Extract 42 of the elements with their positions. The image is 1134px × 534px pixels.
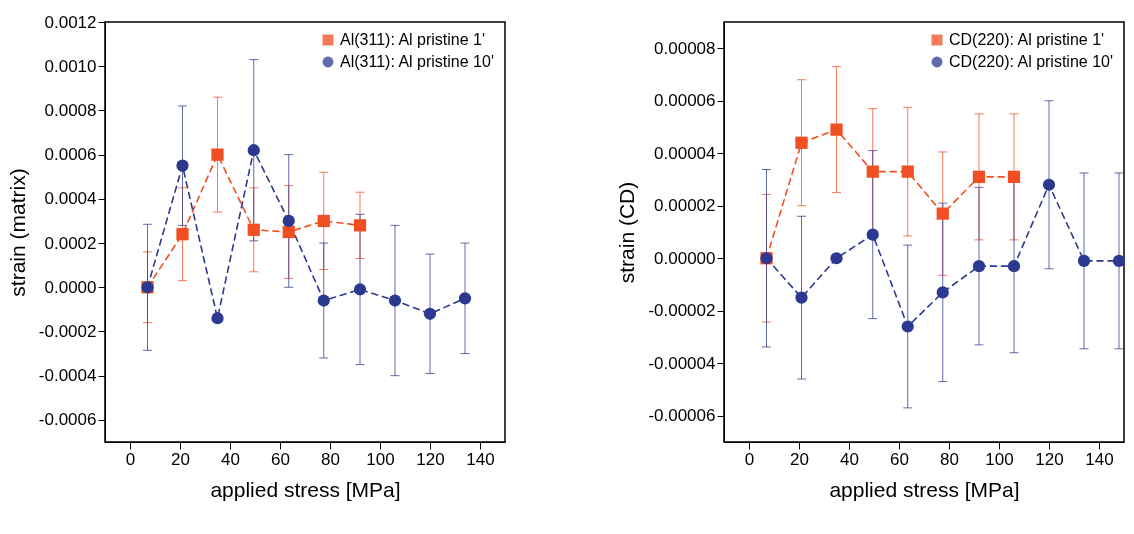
x-tick-label: 140 [466, 449, 495, 469]
y-tick-label: -0.00006 [648, 406, 716, 426]
x-axis-title: applied stress [MPa] [210, 477, 401, 501]
x-tick-label: 40 [840, 449, 859, 469]
x-tick-label: 100 [366, 449, 395, 469]
x-tick-label: 60 [271, 449, 290, 469]
y-tick-label: -0.0002 [38, 321, 97, 341]
x-tick-label: 20 [790, 449, 809, 469]
x-tick-label: 80 [321, 449, 340, 469]
x-axis-title: applied stress [MPa] [829, 477, 1020, 501]
x-tick-label: 120 [1035, 449, 1064, 469]
x-tick-label: 0 [125, 449, 136, 469]
x-tick-label: 40 [221, 449, 240, 469]
y-tick-label: -0.00002 [648, 301, 716, 321]
y-tick-label: 0.00006 [654, 91, 716, 111]
y-tick-label: -0.0006 [38, 410, 97, 430]
x-tick-label: 100 [985, 449, 1014, 469]
y-tick-label: 0.0008 [44, 100, 97, 120]
x-tick-label: 20 [171, 449, 190, 469]
x-tick-label: 60 [890, 449, 909, 469]
x-tick-label: 120 [416, 449, 445, 469]
y-tick-label: 0.0010 [44, 56, 97, 76]
y-tick-label: 0.0012 [44, 12, 97, 32]
y-tick-label: 0.0006 [44, 145, 97, 165]
y-tick-label: 0.00000 [654, 248, 716, 268]
y-tick-label: 0.00002 [654, 196, 716, 216]
y-tick-label: 0.00008 [654, 38, 716, 58]
y-tick-label: 0.0004 [44, 189, 97, 209]
y-axis-title: strain (matrix) [5, 168, 29, 297]
legend-label: CD(220): Al pristine 10' [949, 53, 1114, 70]
y-tick-label: -0.0004 [38, 366, 97, 386]
x-tick-label: 0 [744, 449, 755, 469]
y-tick-label: -0.00004 [648, 353, 716, 373]
x-tick-label: 80 [940, 449, 959, 469]
legend-label: Al(311): Al pristine 1' [340, 31, 486, 48]
legend-label: Al(311): Al pristine 10' [340, 53, 494, 70]
y-tick-label: 0.0000 [44, 277, 97, 297]
y-tick-label: 0.00004 [654, 143, 716, 163]
legend-label: CD(220): Al pristine 1' [949, 31, 1105, 48]
y-axis-title: strain (CD) [615, 181, 639, 284]
y-tick-label: 0.0002 [44, 233, 97, 253]
x-tick-label: 140 [1085, 449, 1114, 469]
